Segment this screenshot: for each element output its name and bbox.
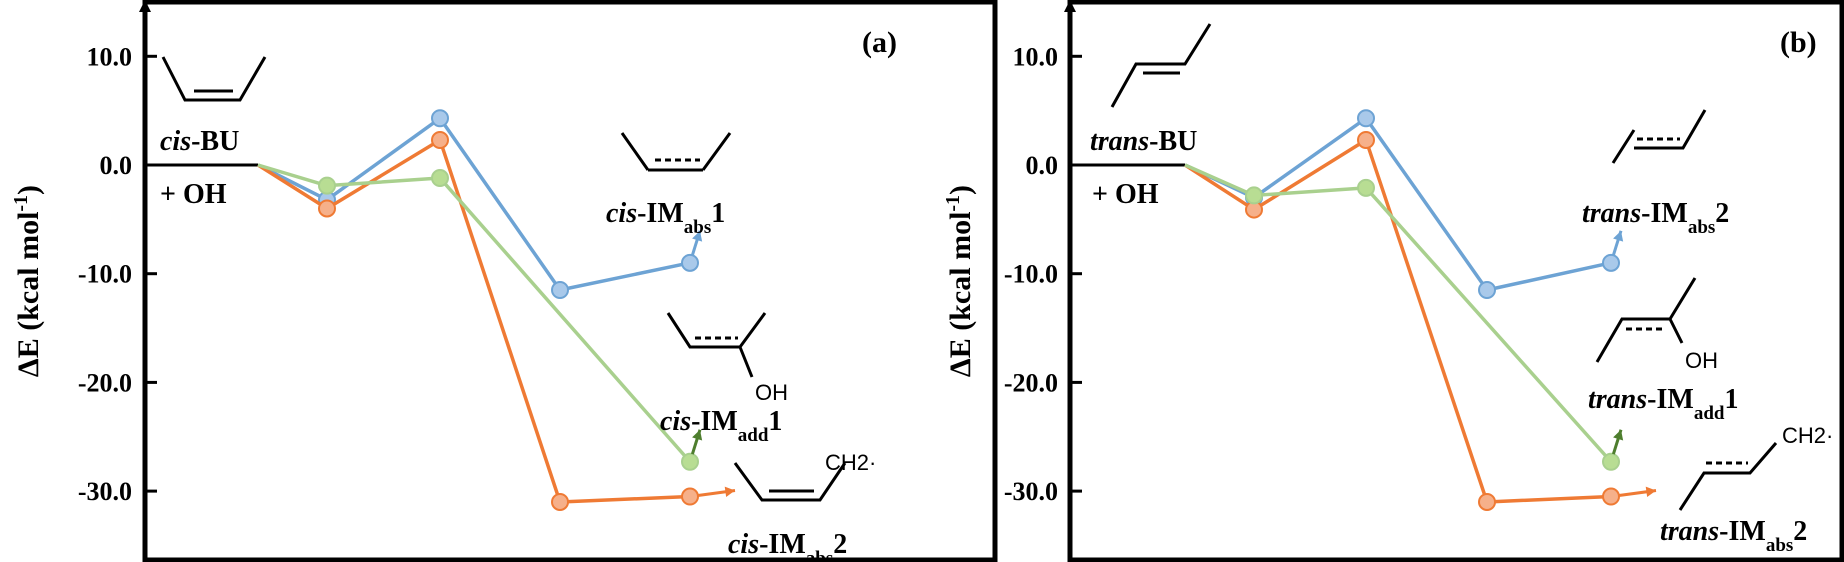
panel-a-ytick-label: 0.0 — [100, 151, 133, 180]
panel-b-product1-structure — [1611, 109, 1707, 164]
panel-b-product2-label: trans-IMadd1 — [1588, 384, 1738, 424]
panel-a-series-orange-point — [431, 130, 449, 149]
panel-b-co-reactant-label: + OH — [1092, 179, 1159, 210]
panel-b-series-orange-point — [1602, 487, 1620, 506]
panel-b-ytick-label: 0.0 — [1026, 151, 1059, 180]
panel-a-product1-label: cis-IMabs1 — [606, 198, 725, 238]
panel-b-y-axis-title: ΔE (kcal mol-1) — [942, 185, 977, 377]
panel-a-series-orange-point — [318, 199, 336, 218]
panel-b-frame — [1067, 0, 1844, 562]
panel-a-series-green-point — [318, 176, 336, 195]
panel-a-product2-label: cis-IMadd1 — [660, 406, 782, 446]
panel-b-ytick-label: -30.0 — [1004, 477, 1058, 506]
panel-b-series-orange-point — [1357, 130, 1375, 149]
panel-a-series-green-line — [257, 163, 692, 463]
panel-a-frame — [142, 0, 998, 562]
panel-b-series-green-point — [1245, 186, 1263, 205]
panel-b-reactant-structure — [1110, 23, 1212, 108]
panel-b-y-ticks: 10.0 0.0 -10.0 -20.0 -30.0 — [1004, 42, 1082, 506]
panel-b-series-green-arrowhead — [1613, 429, 1624, 441]
panel-b-product2-structure — [1595, 277, 1697, 363]
panel-b-product1-label: trans-IMabs2 — [1582, 198, 1729, 238]
panel-a-co-reactant-label: + OH — [160, 179, 227, 210]
panel-a-series-green-point — [431, 169, 449, 188]
panel-a-series-orange-point — [681, 487, 699, 506]
panel-a-series-blue-point — [551, 281, 569, 300]
panel-b-reactant-label: trans-BU — [1090, 126, 1197, 157]
panel-a: 10.0 0.0 -10.0 -20.0 -30.0 ΔE (kcal mol-1) (… — [10, 0, 998, 562]
panel-a-product2-structure — [666, 312, 767, 378]
panel-a-series-green-arrowhead — [692, 429, 703, 441]
panel-b-series-blue-arrowhead — [1613, 230, 1624, 242]
panel-b-y-axis-arrowhead — [1064, 0, 1076, 12]
panel-a-series-green-point — [681, 452, 699, 471]
panel-a-product2-group: OH — [755, 380, 788, 405]
panel-a-series-orange-point — [551, 492, 569, 511]
panel-b-product2-group: OH — [1685, 348, 1718, 373]
panel-a-label: (a) — [862, 26, 897, 59]
panel-a-ytick-label: -30.0 — [78, 477, 132, 506]
panel-b-series-blue-point — [1602, 253, 1620, 272]
panel-a-reactant-structure — [161, 56, 267, 102]
panel-b-product3-label: trans-IMabs2 — [1660, 516, 1807, 556]
panel-a-ytick-label: -10.0 — [78, 260, 132, 289]
panel-a-product1-structure — [620, 132, 732, 171]
panel-b-series-orange-arrowhead — [1645, 486, 1656, 498]
panel-b-label: (b) — [1780, 26, 1817, 59]
panel-a-product3-group: CH2· — [825, 450, 876, 475]
panel-a-y-axis-title: ΔE (kcal mol-1) — [10, 185, 45, 377]
panel-b-product3-structure — [1678, 442, 1778, 511]
panel-a-series-blue-point — [681, 253, 699, 272]
panel-a-y-ticks: 10.0 0.0 -10.0 -20.0 -30.0 — [78, 42, 157, 506]
panel-a-ytick-label: 10.0 — [87, 42, 133, 71]
panel-b-ytick-label: -10.0 — [1004, 260, 1058, 289]
panel-b-ytick-label: 10.0 — [1013, 42, 1059, 71]
panel-b-series-blue-point — [1357, 109, 1375, 128]
panel-b-series-orange-point — [1478, 492, 1496, 511]
panel-b-series-green-line — [1184, 163, 1613, 463]
panel-b-series-green-point — [1602, 452, 1620, 471]
panel-a-series — [257, 109, 736, 511]
panel-b-series-blue-point — [1478, 281, 1496, 300]
panel-b: 10.0 0.0 -10.0 -20.0 -30.0 ΔE (kcal mol-1) (… — [942, 0, 1844, 562]
panel-a-product3-structure — [733, 462, 847, 502]
panel-a-reactant-label: cis-BU — [160, 126, 239, 157]
panel-b-product3-group: CH2· — [1782, 423, 1833, 448]
panel-b-ytick-label: -20.0 — [1004, 368, 1058, 397]
panel-a-product3-label: cis-IMabs2 — [728, 529, 847, 562]
panel-a-series-orange-arrowhead — [724, 486, 735, 498]
panel-a-y-axis-arrowhead — [139, 0, 151, 12]
panel-a-ytick-label: -20.0 — [78, 368, 132, 397]
panel-a-series-blue-point — [431, 109, 449, 128]
panel-b-series — [1184, 109, 1657, 511]
panel-a-series-blue-arrowhead — [692, 230, 703, 242]
panel-b-series-green-point — [1357, 178, 1375, 197]
